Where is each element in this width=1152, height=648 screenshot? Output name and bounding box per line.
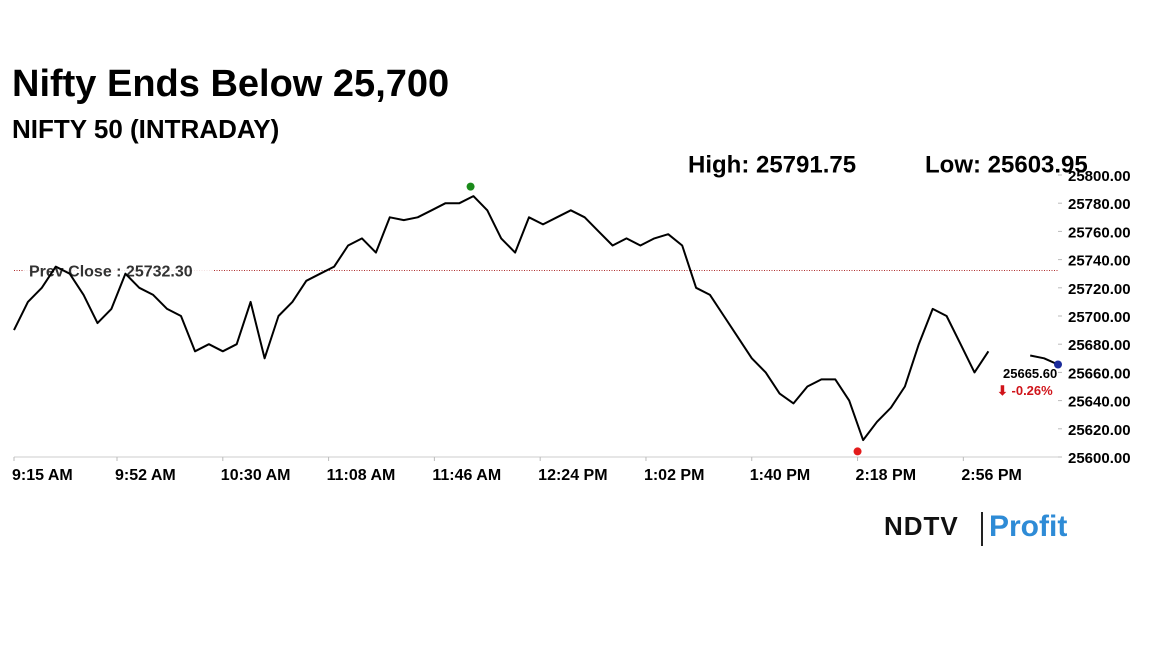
low-marker xyxy=(853,447,862,456)
change-label: ⬇ -0.26% xyxy=(997,383,1053,398)
brand-product: Profit xyxy=(989,510,1067,543)
x-tick-label: 11:46 AM xyxy=(432,467,501,484)
y-tick-label: 25640.00 xyxy=(1068,394,1131,411)
y-tick-label: 25660.00 xyxy=(1068,365,1131,382)
y-tick-label: 25700.00 xyxy=(1068,309,1131,326)
prev-close-label: Prev Close : 25732.30 xyxy=(29,264,193,281)
high-label: High: 25791.75 xyxy=(688,151,856,178)
x-tick-label: 11:08 AM xyxy=(327,467,396,484)
y-tick-label: 25600.00 xyxy=(1068,450,1131,467)
y-tick-label: 25740.00 xyxy=(1068,253,1131,270)
x-tick-label: 9:52 AM xyxy=(115,467,176,484)
x-tick-label: 12:24 PM xyxy=(538,467,607,484)
y-tick-label: 25720.00 xyxy=(1068,281,1131,298)
x-tick-label: 1:40 PM xyxy=(750,467,810,484)
y-tick-label: 25680.00 xyxy=(1068,337,1131,354)
price-line xyxy=(1030,354,1059,366)
low-label: Low: 25603.95 xyxy=(925,151,1088,178)
x-tick-label: 2:56 PM xyxy=(961,467,1021,484)
y-tick-label: 25780.00 xyxy=(1068,196,1131,213)
y-tick-label: 25800.00 xyxy=(1068,168,1131,185)
price-line xyxy=(13,195,990,442)
x-tick-label: 2:18 PM xyxy=(856,467,916,484)
chart-subtitle: NIFTY 50 (INTRADAY) xyxy=(12,114,279,144)
x-tick-label: 9:15 AM xyxy=(12,467,73,484)
chart-title: Nifty Ends Below 25,700 xyxy=(12,63,449,105)
x-tick-label: 1:02 PM xyxy=(644,467,704,484)
last-value-label: 25665.60 xyxy=(1003,366,1057,381)
y-tick-label: 25620.00 xyxy=(1068,422,1131,439)
brand-name: NDTV xyxy=(884,511,959,541)
high-marker xyxy=(466,182,475,191)
last-marker xyxy=(1054,360,1062,369)
x-tick-label: 10:30 AM xyxy=(221,467,291,484)
y-tick-label: 25760.00 xyxy=(1068,224,1131,241)
